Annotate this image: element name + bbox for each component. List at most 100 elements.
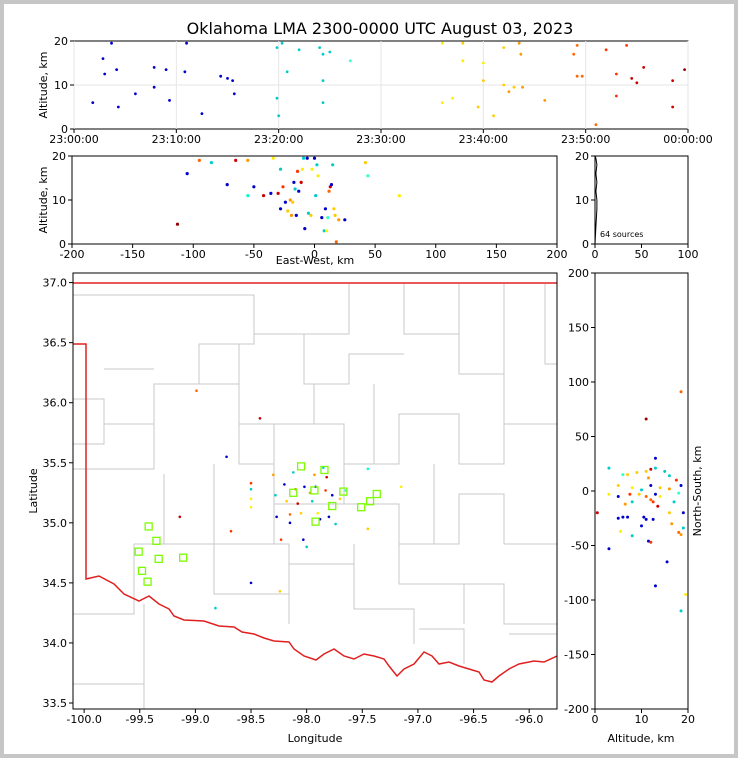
source-point — [115, 68, 119, 71]
ew-ytick-label: 20 — [52, 150, 66, 163]
source-point — [649, 498, 653, 502]
source-point — [635, 81, 639, 85]
source-point — [626, 515, 630, 519]
hist-xtick-label: 100 — [678, 248, 699, 261]
source-point — [249, 497, 253, 501]
map-ytick-label: 34.0 — [43, 637, 68, 650]
source-point — [321, 79, 325, 82]
ew-xtick-label: -200 — [60, 248, 85, 261]
source-point — [229, 529, 233, 533]
hist-xtick-label: 0 — [592, 248, 599, 261]
source-point — [200, 112, 204, 115]
source-point — [288, 198, 292, 202]
hist-ytick-label: 20 — [575, 150, 589, 163]
source-point — [152, 85, 156, 89]
source-point — [288, 521, 292, 525]
source-point — [519, 52, 523, 56]
source-point — [303, 485, 306, 489]
source-point — [502, 83, 506, 87]
source-point — [306, 211, 311, 215]
source-point — [101, 57, 105, 60]
source-point — [278, 167, 283, 171]
station-marker — [143, 577, 152, 586]
map-ytick-label: 33.5 — [43, 697, 68, 710]
station-marker — [296, 462, 306, 471]
source-point — [110, 41, 113, 45]
source-point — [289, 213, 294, 217]
source-point — [269, 191, 273, 195]
source-point — [334, 240, 338, 244]
source-point — [653, 492, 657, 496]
ns-xtick-label: 0 — [592, 713, 599, 726]
source-point — [185, 172, 189, 176]
source-point — [646, 539, 650, 543]
hist-line — [594, 155, 598, 245]
source-point — [667, 511, 671, 515]
source-point — [646, 476, 650, 480]
source-point — [315, 163, 319, 167]
source-point — [278, 207, 283, 211]
source-point — [679, 533, 683, 537]
map-xtick-label: -97.0 — [404, 713, 432, 726]
source-point — [331, 163, 335, 167]
ew-xtick-label: 0 — [311, 248, 318, 261]
ns-ytick-label: -200 — [564, 703, 589, 716]
map-panel-axes — [72, 272, 558, 710]
source-point — [614, 72, 618, 76]
source-point — [329, 183, 334, 187]
station-marker — [144, 522, 153, 531]
source-point — [309, 213, 313, 217]
source-point — [672, 500, 676, 504]
source-point — [649, 467, 653, 471]
hist-ytick-label: 0 — [582, 238, 589, 251]
station-marker — [134, 547, 143, 556]
ew-xtick-label: -100 — [181, 248, 206, 261]
source-point — [276, 191, 280, 195]
source-point — [681, 511, 685, 515]
source-point — [327, 515, 331, 519]
ew-panel-points — [175, 156, 401, 244]
source-point — [366, 174, 370, 178]
map-layers — [73, 282, 557, 709]
map-xtick-label: -99.0 — [181, 713, 209, 726]
source-point — [285, 70, 289, 74]
source-point — [461, 59, 465, 63]
map-xtick-label: -98.5 — [237, 713, 265, 726]
source-point — [649, 484, 653, 488]
source-point — [279, 538, 283, 541]
source-point — [663, 469, 667, 473]
source-point — [671, 79, 675, 82]
source-point — [183, 70, 187, 74]
source-point — [481, 79, 485, 82]
ew-ytick-label: 10 — [52, 194, 66, 207]
source-point — [305, 545, 308, 549]
source-point — [185, 41, 188, 45]
source-point — [614, 94, 618, 98]
source-point — [334, 522, 337, 526]
ns-ytick-label: 0 — [582, 485, 589, 498]
station-marker — [339, 487, 348, 496]
source-point — [616, 516, 620, 520]
source-point — [649, 540, 653, 544]
station-marker — [179, 553, 188, 562]
source-point — [321, 101, 325, 104]
time-tick-label: 23:00:00 — [49, 133, 98, 146]
ew-xtick-label: -150 — [120, 248, 145, 261]
map-xtick-label: -98.0 — [292, 713, 320, 726]
source-point — [291, 200, 295, 204]
hist-panel: 64 sources — [594, 155, 689, 245]
station-marker — [357, 503, 366, 512]
source-point — [653, 584, 657, 588]
map-xlabel: Longitude — [288, 732, 343, 745]
source-point — [313, 473, 316, 477]
source-point — [164, 68, 168, 71]
source-point — [595, 511, 599, 515]
source-point — [651, 500, 655, 504]
source-point — [209, 161, 214, 165]
source-point — [275, 96, 279, 100]
map-stations — [134, 462, 381, 586]
source-point — [197, 158, 201, 162]
source-point — [91, 101, 95, 104]
source-point — [642, 515, 646, 519]
source-point — [322, 229, 326, 233]
